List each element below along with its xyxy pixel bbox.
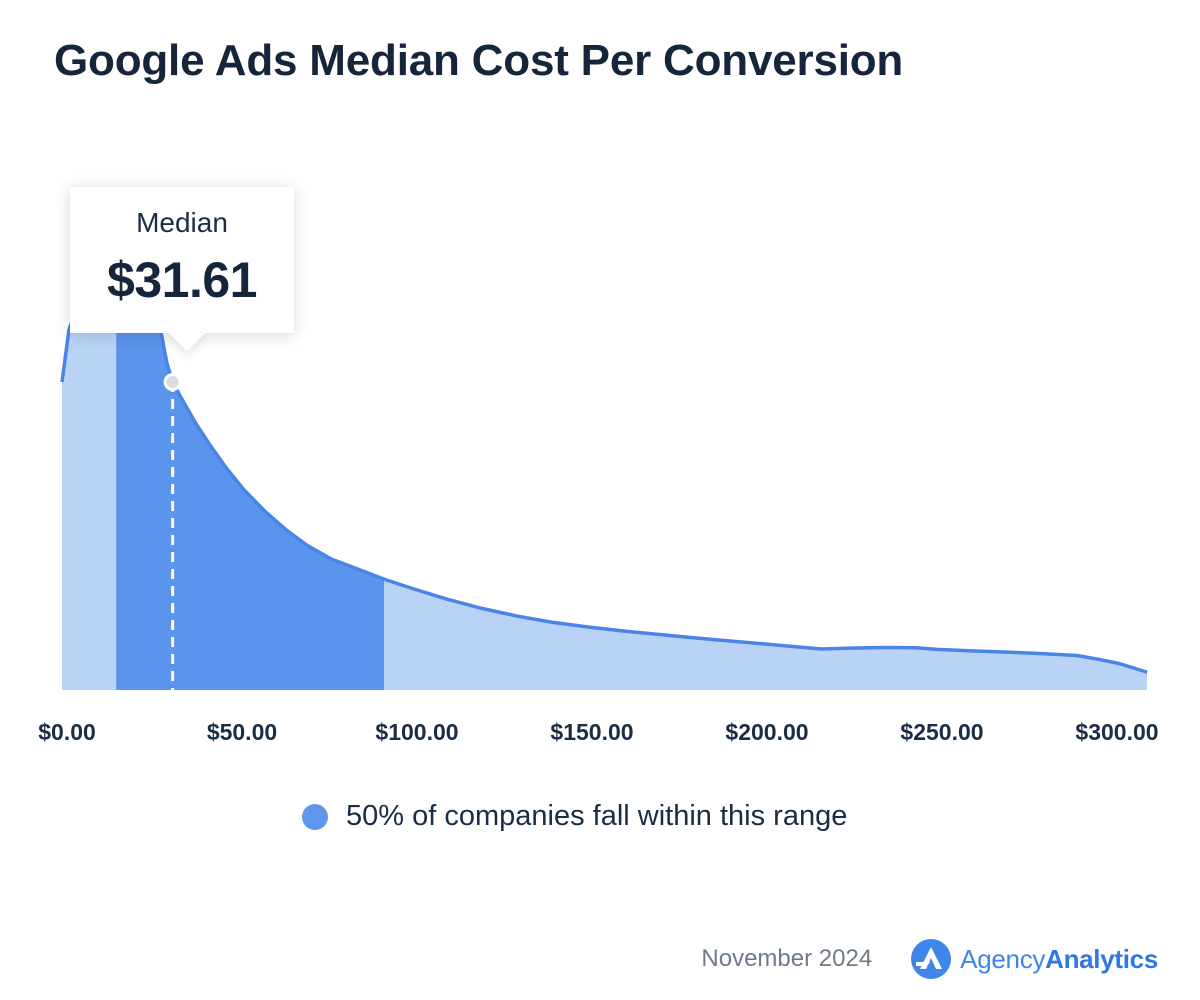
logo-text-analytics: Analytics <box>1045 943 1158 974</box>
legend-label: 50% of companies fall within this range <box>346 800 848 832</box>
logo-text-agency: Agency <box>960 943 1046 974</box>
x-tick-label: $250.00 <box>900 719 983 745</box>
agencyanalytics-logo: Agency Analytics <box>910 938 1158 980</box>
callout-background <box>70 187 294 333</box>
chart-title: Google Ads Median Cost Per Conversion <box>54 36 904 85</box>
x-tick-label: $100.00 <box>375 719 458 745</box>
area-group <box>60 297 1148 690</box>
interquartile-range-area <box>116 298 384 690</box>
median-label: Median <box>136 207 228 238</box>
report-date: November 2024 <box>701 945 873 972</box>
median-callout: Median $31.61 <box>70 187 294 352</box>
x-tick-label: $300.00 <box>1075 719 1158 745</box>
x-axis-ticks: $0.00 $50.00 $100.00 $150.00 $200.00 $250.00 $… <box>38 719 1158 745</box>
x-tick-label: $0.00 <box>38 719 96 745</box>
median-marker <box>163 373 182 391</box>
x-tick-label: $200.00 <box>725 719 808 745</box>
agencyanalytics-logo-icon <box>911 939 952 979</box>
legend: 50% of companies fall within this range <box>302 800 847 833</box>
footer: November 2024 Agency Analytics <box>701 938 1158 980</box>
x-tick-label: $50.00 <box>207 719 277 745</box>
median-value: $31.61 <box>107 252 257 308</box>
x-tick-label: $150.00 <box>550 719 633 745</box>
legend-dot <box>302 803 328 830</box>
